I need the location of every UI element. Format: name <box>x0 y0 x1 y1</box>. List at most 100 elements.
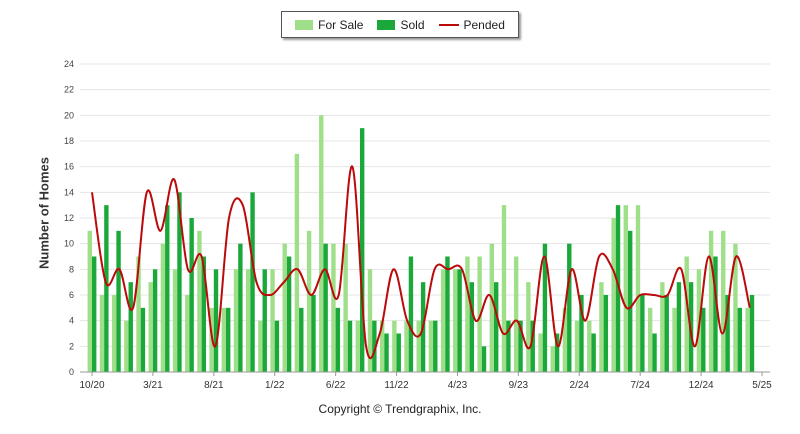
sold-bar <box>140 307 146 372</box>
y-tick-label: 20 <box>64 110 74 120</box>
for-sale-bar <box>319 115 324 372</box>
y-tick-label: 18 <box>64 136 74 146</box>
for-sale-bar <box>513 256 519 372</box>
x-tick-label: 3/21 <box>143 380 163 391</box>
for-sale-bar <box>477 256 482 372</box>
sold-bar <box>725 295 730 372</box>
x-tick-label: 10/20 <box>79 380 104 391</box>
for-sale-bar <box>465 256 470 372</box>
sold-bar <box>360 128 365 372</box>
sold-bar <box>567 243 572 372</box>
legend-item-for-sale[interactable]: For Sale <box>295 18 363 32</box>
sold-bar <box>201 256 207 372</box>
sold-bar <box>518 320 523 372</box>
sold-swatch <box>377 19 396 30</box>
sold-bar <box>481 346 487 372</box>
for-sale-bar <box>258 320 263 372</box>
legend-label-for-sale: For Sale <box>318 17 364 32</box>
for-sale-bar <box>172 269 178 372</box>
x-tick-label: 2/24 <box>570 380 590 391</box>
for-sale-bar <box>708 230 714 372</box>
sold-bar <box>433 320 438 372</box>
copyright-text: Copyright © Trendgraphix, Inc. <box>318 402 482 416</box>
sold-bar <box>165 205 170 372</box>
for-sale-bar <box>392 320 397 372</box>
sold-bar <box>469 282 475 372</box>
x-tick-label: 7/24 <box>630 380 650 391</box>
sold-bar <box>652 333 657 372</box>
for-sale-bar <box>550 346 555 372</box>
sold-bar <box>152 269 158 372</box>
sold-bar <box>116 230 121 372</box>
for-sale-bar <box>306 230 312 372</box>
y-tick-label: 4 <box>69 316 74 326</box>
for-sale-swatch <box>295 19 314 30</box>
sold-bar <box>445 256 450 372</box>
for-sale-bar <box>611 218 616 372</box>
for-sale-bar <box>660 282 665 372</box>
sold-bar <box>299 307 304 372</box>
for-sale-bar <box>233 269 239 372</box>
sold-bar <box>92 256 97 372</box>
sold-bar <box>384 333 389 372</box>
sold-bar <box>213 269 219 372</box>
for-sale-bar <box>538 333 543 372</box>
for-sale-bar <box>148 282 153 372</box>
y-axis-label: Number of Homes <box>36 157 52 269</box>
sold-bar <box>640 295 645 372</box>
sold-bar <box>737 307 743 372</box>
sold-bar <box>408 256 414 372</box>
sold-bar <box>615 205 621 372</box>
for-sale-bar <box>294 153 300 372</box>
sold-bar <box>372 320 377 372</box>
for-sale-bar <box>379 320 385 372</box>
sold-bar <box>262 269 267 372</box>
sold-bar <box>713 256 718 372</box>
for-sale-bar <box>221 307 226 372</box>
sold-bar <box>189 218 194 372</box>
y-tick-label: 22 <box>64 85 74 95</box>
for-sale-bar <box>623 205 628 372</box>
for-sale-bar <box>721 230 726 372</box>
for-sale-bar <box>562 307 568 372</box>
sold-bar <box>347 320 353 372</box>
for-sale-bar <box>733 243 738 372</box>
sold-bar <box>396 333 401 372</box>
x-tick-label: 11/22 <box>384 380 409 391</box>
y-tick-label: 0 <box>69 367 74 377</box>
y-tick-label: 6 <box>69 290 74 300</box>
for-sale-bar <box>331 243 336 372</box>
for-sale-bar <box>440 269 446 372</box>
y-tick-label: 12 <box>64 213 74 223</box>
sold-bar <box>579 295 584 372</box>
x-tick-label: 4/23 <box>448 380 468 391</box>
y-tick-label: 10 <box>64 239 74 249</box>
for-sale-bar <box>501 205 507 372</box>
x-tick-label: 1/22 <box>265 380 285 391</box>
legend-item-sold[interactable]: Sold <box>377 18 425 32</box>
for-sale-bar <box>160 243 166 372</box>
sold-bar <box>664 295 669 372</box>
for-sale-bar <box>489 243 494 372</box>
sold-bar <box>311 295 316 372</box>
for-sale-bar <box>355 320 360 372</box>
sold-bar <box>628 230 633 372</box>
for-sale-bar <box>672 307 677 372</box>
sold-bar <box>335 307 341 372</box>
y-tick-label: 14 <box>64 187 74 197</box>
x-tick-label: 6/22 <box>326 380 346 391</box>
sold-bar <box>554 333 560 372</box>
legend-item-pended[interactable]: Pended <box>438 18 505 32</box>
for-sale-bar <box>185 295 190 372</box>
x-tick-label: 8/21 <box>204 380 224 391</box>
for-sale-bar <box>367 269 373 372</box>
sold-bar <box>530 320 535 372</box>
for-sale-bar <box>599 282 604 372</box>
y-tick-label: 24 <box>64 59 74 69</box>
for-sale-bar <box>428 320 434 372</box>
for-sale-bar <box>99 295 105 372</box>
for-sale-bar <box>136 256 141 372</box>
sold-bar <box>542 243 548 372</box>
